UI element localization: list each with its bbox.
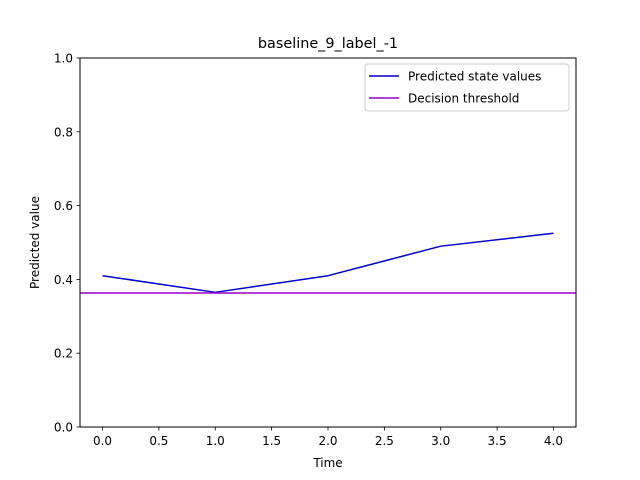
x-tick-label: 1.0 <box>206 434 225 448</box>
legend-label: Predicted state values <box>408 70 541 84</box>
legend: Predicted state values Decision threshold <box>364 63 570 112</box>
x-tick-label: 2.0 <box>318 434 337 448</box>
y-tick-label: 0.2 <box>54 347 73 361</box>
legend-box <box>364 63 570 112</box>
legend-label: Decision threshold <box>408 92 519 106</box>
x-axis-label: Time <box>312 456 342 470</box>
series-line-0 <box>102 232 554 294</box>
y-tick-label: 0.4 <box>54 273 73 287</box>
y-tick-label: 0.6 <box>54 199 73 213</box>
x-tick-label: 0.0 <box>93 434 112 448</box>
x-tick-label: 4.0 <box>544 434 563 448</box>
y-tick-label: 0.8 <box>54 125 73 139</box>
y-tick-label: 0.0 <box>54 421 73 435</box>
y-tick-label: 1.0 <box>54 52 73 66</box>
x-tick-label: 1.5 <box>262 434 281 448</box>
x-tick-label: 3.5 <box>488 434 507 448</box>
x-axis: 0.0 0.5 1.0 1.5 2.0 2.5 3.0 3.5 4.0 <box>93 427 563 448</box>
x-tick-label: 0.5 <box>149 434 168 448</box>
y-axis: 0.0 0.2 0.4 0.6 0.8 1.0 <box>54 52 80 435</box>
x-tick-label: 3.0 <box>431 434 450 448</box>
plot-background <box>80 58 576 427</box>
chart-title: baseline_9_label_-1 <box>258 36 398 52</box>
x-tick-label: 2.5 <box>375 434 394 448</box>
y-axis-label: Predicted value <box>28 196 42 289</box>
series-layer <box>80 232 576 294</box>
